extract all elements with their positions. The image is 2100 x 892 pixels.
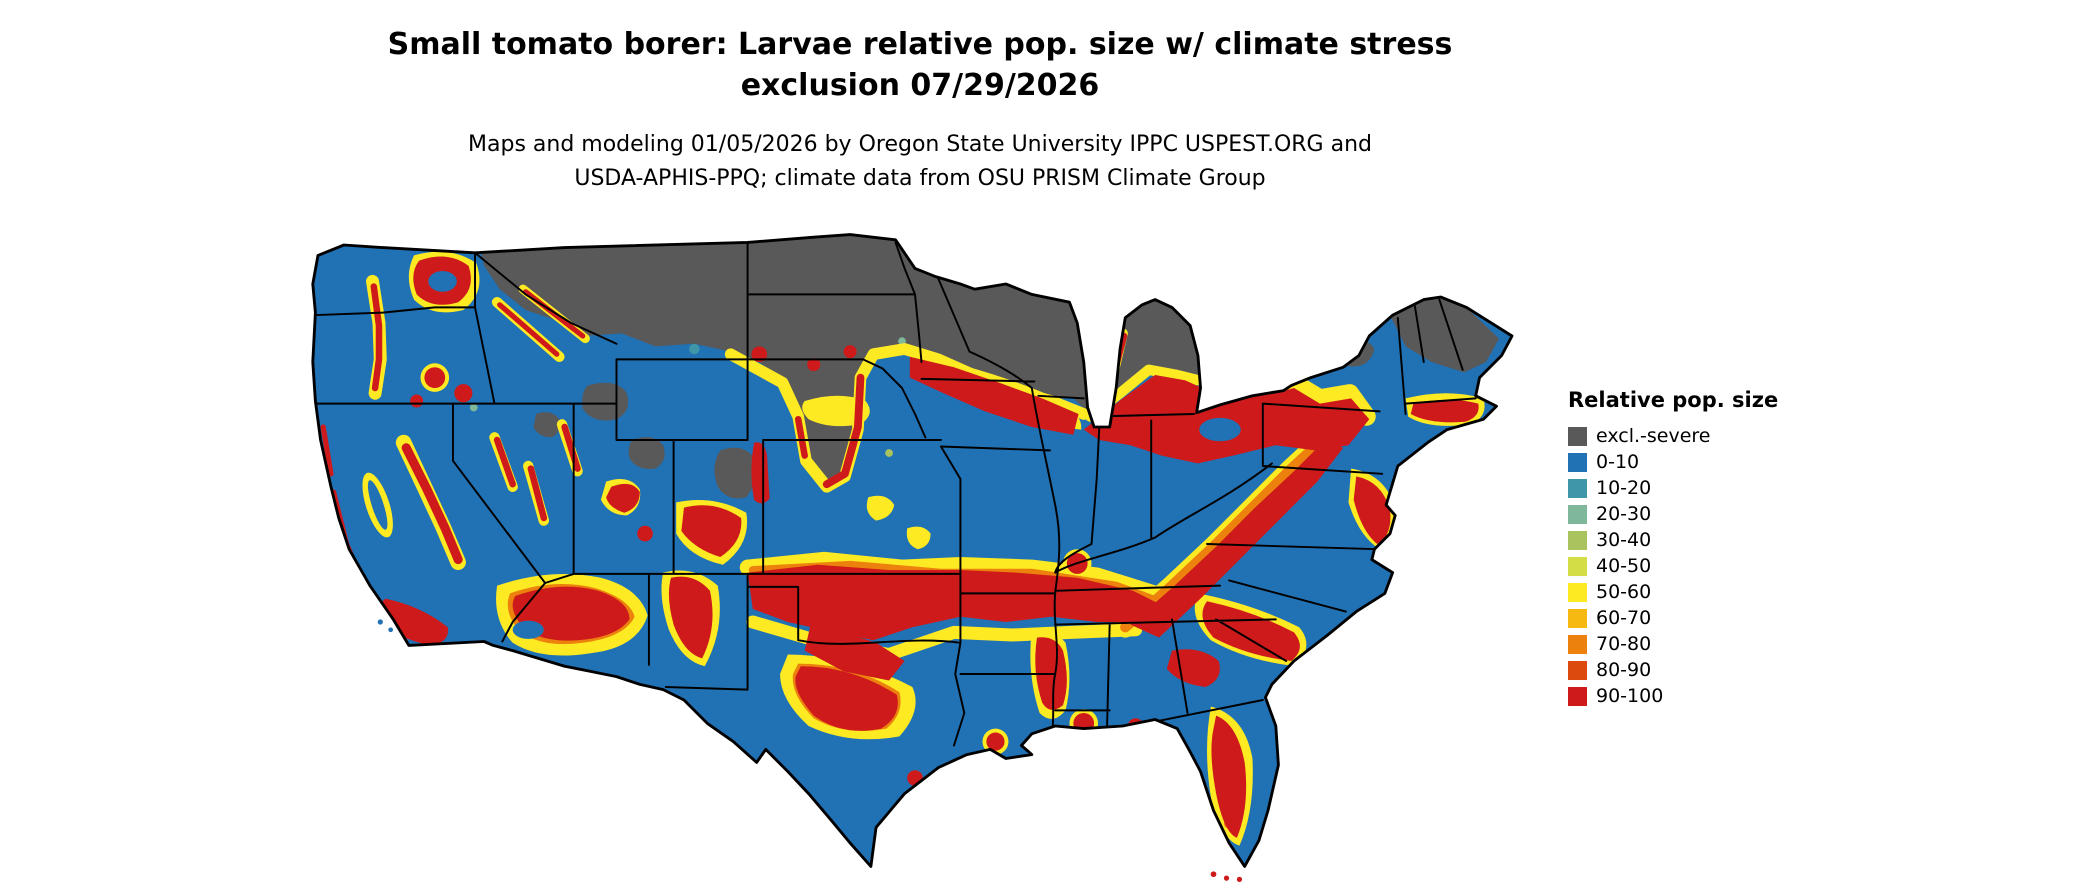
- legend-entries: excl.-severe 0-10 10-20 20-30 30-40 40-50 50-6…: [1568, 423, 1888, 709]
- subtitle-line-1: Maps and modeling 01/05/2026 by Oregon S…: [468, 132, 1372, 157]
- legend-swatch: [1568, 556, 1587, 576]
- legend-entry: 40-50: [1568, 553, 1888, 579]
- legend-entry: 70-80: [1568, 631, 1888, 657]
- legend-label: 20-30: [1596, 502, 1652, 525]
- legend-entry: 90-100: [1568, 683, 1888, 709]
- legend-label: 80-90: [1596, 658, 1652, 681]
- legend-swatch: [1568, 530, 1587, 550]
- page-title: Small tomato borer: Larvae relative pop.…: [0, 24, 1840, 106]
- legend-swatch: [1568, 478, 1587, 498]
- legend-entry: 50-60: [1568, 579, 1888, 605]
- legend-swatch: [1568, 660, 1587, 680]
- offshore-islands: [377, 619, 1243, 882]
- legend-label: 40-50: [1596, 554, 1652, 577]
- legend-entry: 30-40: [1568, 527, 1888, 553]
- legend-title: Relative pop. size: [1568, 388, 1779, 412]
- title-line-1: Small tomato borer: Larvae relative pop.…: [387, 27, 1453, 62]
- legend-label: 50-60: [1596, 580, 1652, 603]
- legend-swatch: [1568, 582, 1587, 602]
- legend-label: 0-10: [1596, 450, 1640, 473]
- low-population-holes: [367, 271, 1241, 639]
- legend-entry: 20-30: [1568, 501, 1888, 527]
- legend-entry: 60-70: [1568, 605, 1888, 631]
- legend-swatch: [1568, 504, 1587, 524]
- legend-entry: excl.-severe: [1568, 423, 1888, 449]
- high-population-strokes: [320, 283, 1128, 584]
- state-borders: [312, 238, 1477, 747]
- legend-entry: 0-10: [1568, 449, 1888, 475]
- legend-label: 70-80: [1596, 632, 1652, 655]
- legend-label: 30-40: [1596, 528, 1652, 551]
- legend-entry: 10-20: [1568, 475, 1888, 501]
- title-line-2: exclusion 07/29/2026: [740, 68, 1100, 103]
- legend-swatch: [1568, 686, 1587, 706]
- legend-label: excl.-severe: [1596, 424, 1711, 447]
- legend-label: 60-70: [1596, 606, 1652, 629]
- us-map-svg: [311, 233, 1514, 882]
- us-map: [305, 232, 1525, 882]
- legend-swatch: [1568, 452, 1587, 472]
- legend-swatch: [1568, 426, 1587, 446]
- legend-swatch: [1568, 634, 1587, 654]
- subtitle-line-2: USDA-APHIS-PPQ; climate data from OSU PR…: [574, 166, 1266, 191]
- map-legend: Relative pop. size excl.-severe 0-10 10-20…: [1568, 388, 1888, 709]
- legend-swatch: [1568, 608, 1587, 628]
- us-outline: [311, 233, 1514, 868]
- legend-label: 90-100: [1596, 684, 1664, 707]
- page-subtitle: Maps and modeling 01/05/2026 by Oregon S…: [0, 128, 1840, 196]
- legend-entry: 80-90: [1568, 657, 1888, 683]
- legend-label: 10-20: [1596, 476, 1652, 499]
